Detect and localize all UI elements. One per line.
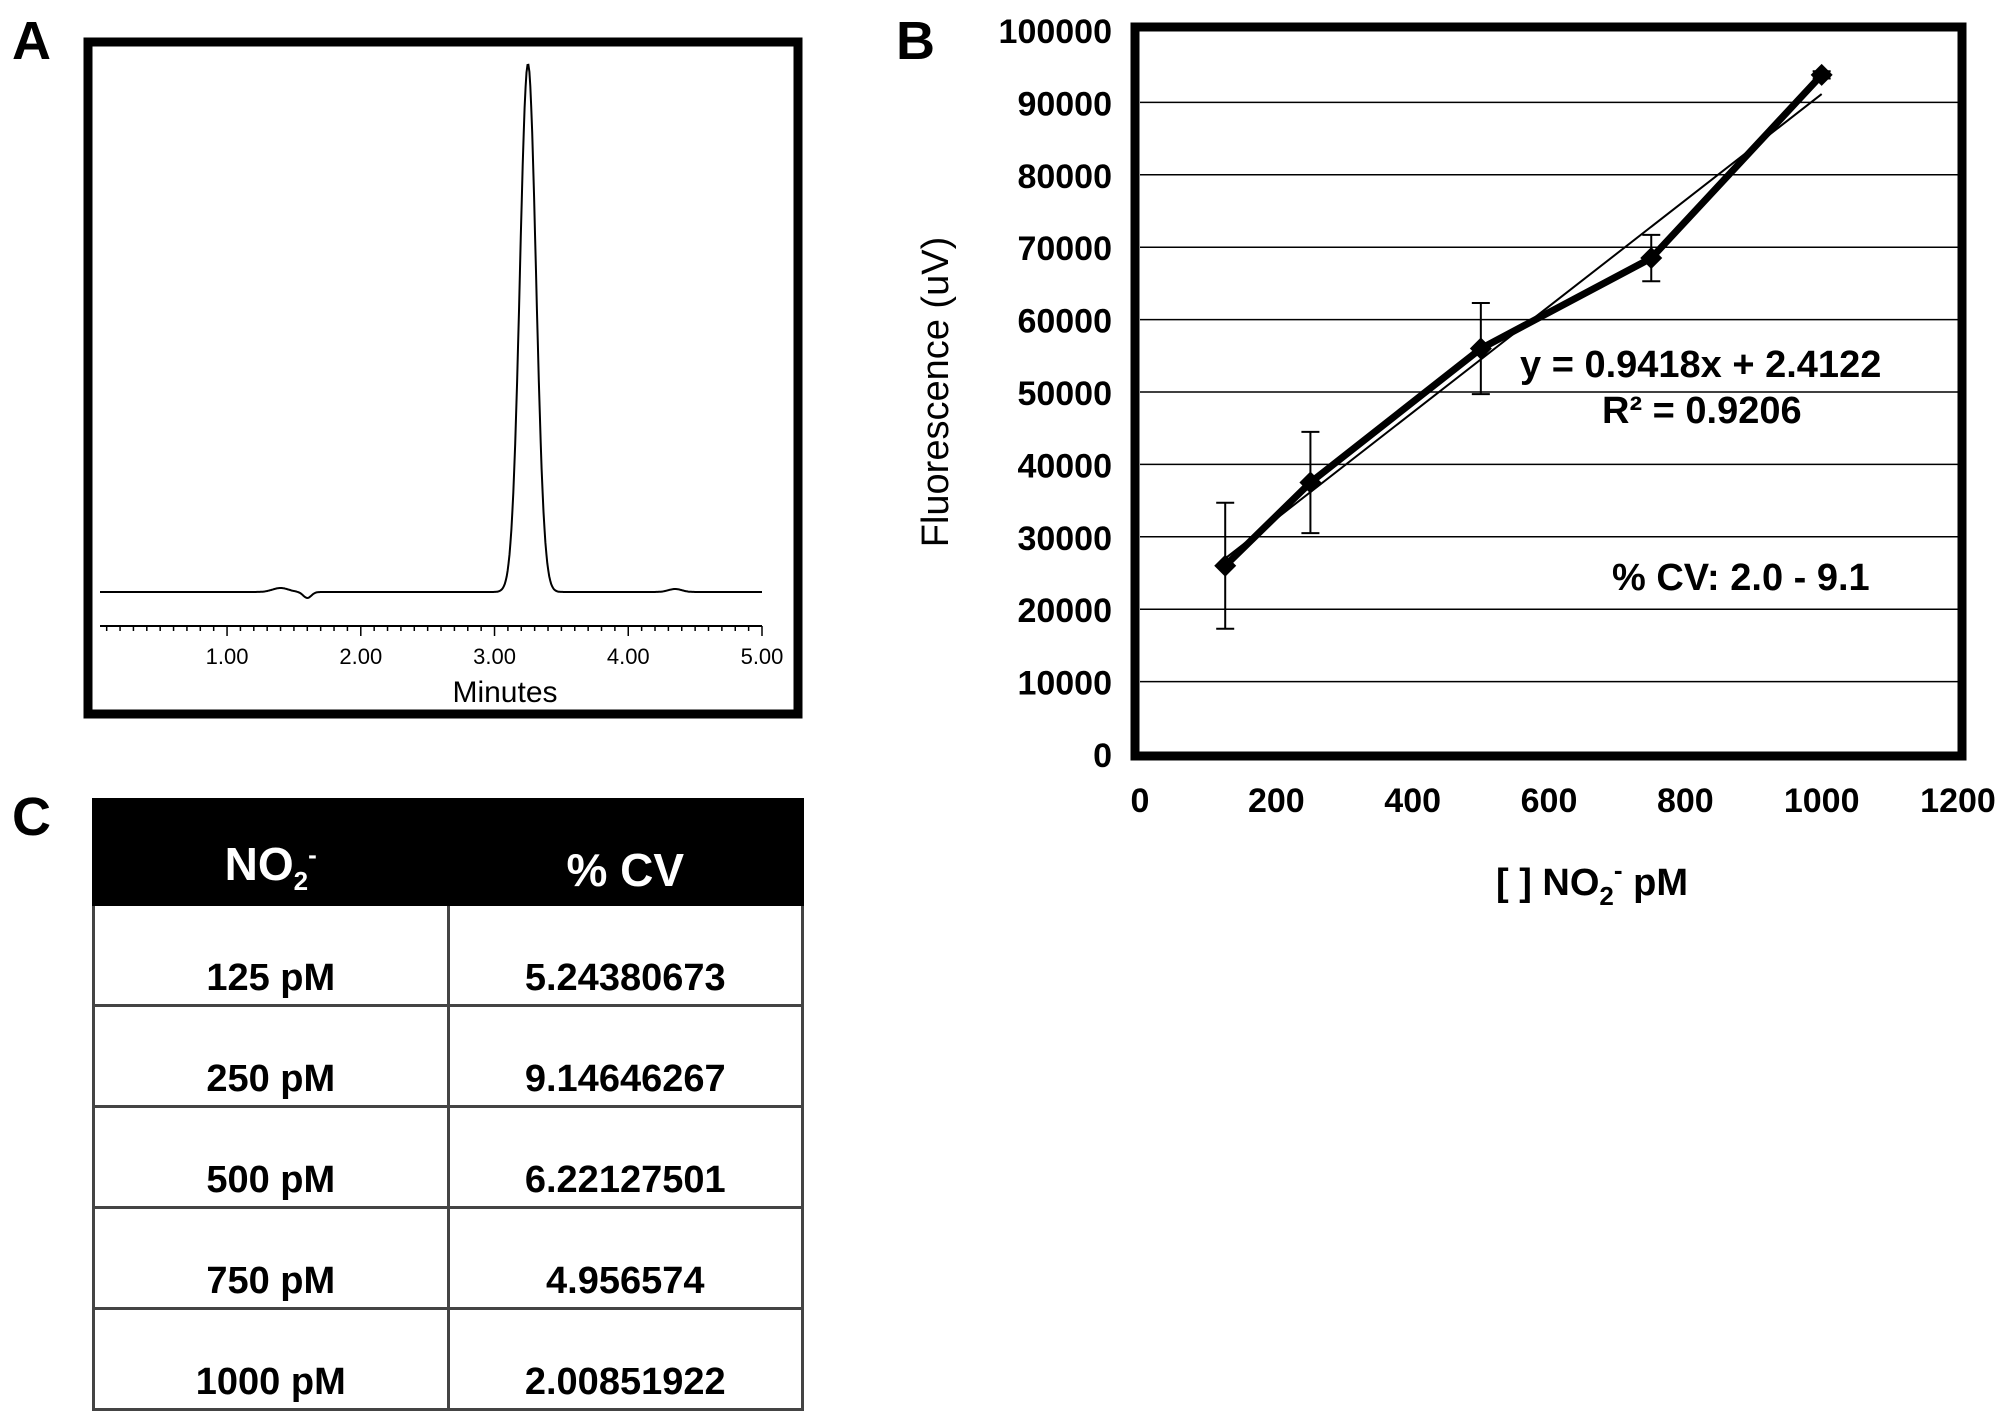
data-point: [1299, 471, 1322, 494]
chromatogram-ticks: [105, 626, 763, 636]
y-tick-label: 60000: [1017, 303, 1112, 341]
x-tick-label: 1000: [1784, 782, 1860, 820]
cell-conc: 750 pM: [92, 1206, 450, 1310]
chromatogram-tick-label: 5.00: [741, 644, 784, 669]
table-row: 500 pM 6.22127501: [92, 1105, 804, 1209]
chromatogram-tick-label: 3.00: [473, 644, 516, 669]
cv-table: NO2- % CV 125 pM 5.24380673 250 pM 9.14646…: [92, 798, 804, 1411]
x-label-pre: [ ] NO: [1496, 862, 1599, 904]
calibration-y-label: Fluorescence (uV): [915, 237, 957, 547]
data-point: [1810, 63, 1833, 86]
y-tick-label: 100000: [999, 13, 1112, 51]
r-squared-label: R² = 0.9206: [1602, 390, 1802, 432]
cell-conc: 125 pM: [92, 903, 450, 1007]
panel-label-b: B: [896, 11, 935, 71]
calibration-y-tick-labels: 0 10000 20000 30000 40000 50000 60000 70000 8000…: [999, 13, 1112, 775]
y-tick-label: 90000: [1017, 85, 1112, 123]
calibration-grid: [1140, 29, 1958, 755]
chromatogram-tick-labels: 1.00 2.00 3.00 4.00 5.00: [206, 644, 784, 669]
x-tick-label: 0: [1131, 782, 1150, 820]
y-tick-label: 20000: [1017, 592, 1112, 630]
calibration-x-tick-labels: 0 200 400 600 800 1000 1200: [1131, 782, 1996, 820]
cell-cv: 2.00851922: [446, 1307, 804, 1411]
table-row: 1000 pM 2.00851922: [92, 1307, 804, 1411]
data-point: [1640, 247, 1663, 270]
x-tick-label: 400: [1384, 782, 1441, 820]
cell-conc: 500 pM: [92, 1105, 450, 1209]
calibration-x-label: [ ] NO2- pM: [1496, 855, 1688, 911]
regression-equation: y = 0.9418x + 2.4122: [1520, 344, 1881, 386]
chromatogram-trace: [100, 63, 762, 600]
panel-label-a: A: [12, 11, 51, 71]
chromatogram-tick-label: 4.00: [607, 644, 650, 669]
cell-conc: 250 pM: [92, 1004, 450, 1108]
y-tick-label: 70000: [1017, 230, 1112, 268]
y-tick-label: 0: [1093, 737, 1112, 775]
chromatogram-chart: 1.00 2.00 3.00 4.00 5.00 Minutes: [83, 37, 803, 719]
table-header-row: NO2- % CV: [92, 798, 804, 906]
data-point: [1214, 554, 1237, 577]
y-tick-label: 50000: [1017, 375, 1112, 413]
x-label-post: pM: [1623, 862, 1688, 904]
table-row: 125 pM 5.24380673: [92, 903, 804, 1007]
chromatogram-tick-label: 1.00: [206, 644, 249, 669]
cell-cv: 4.956574: [446, 1206, 804, 1310]
cell-cv: 5.24380673: [446, 903, 804, 1007]
calibration-frame: [1130, 22, 1967, 761]
cell-cv: 6.22127501: [446, 1105, 804, 1209]
x-label-sup: -: [1614, 855, 1623, 885]
chromatogram-frame: [83, 37, 803, 719]
chromatogram-x-label: Minutes: [452, 676, 557, 709]
y-tick-label: 30000: [1017, 520, 1112, 558]
x-label-sub: 2: [1599, 881, 1613, 911]
x-tick-label: 800: [1657, 782, 1714, 820]
y-tick-label: 80000: [1017, 158, 1112, 196]
cell-conc: 1000 pM: [92, 1307, 450, 1411]
header-no2: NO2-: [92, 798, 450, 906]
cv-range-note: % CV: 2.0 - 9.1: [1612, 557, 1870, 599]
table-row: 750 pM 4.956574: [92, 1206, 804, 1310]
x-tick-label: 600: [1521, 782, 1578, 820]
calibration-chart: 0100002000030000400005000060000700008000…: [915, 13, 1996, 911]
x-tick-label: 200: [1248, 782, 1305, 820]
table-row: 250 pM 9.14646267: [92, 1004, 804, 1108]
y-tick-label: 40000: [1017, 447, 1112, 485]
header-cv: % CV: [446, 798, 804, 906]
x-tick-label: 1200: [1920, 782, 1996, 820]
data-points: [1214, 63, 1833, 577]
panel-label-c: C: [12, 787, 51, 847]
y-tick-label: 10000: [1017, 665, 1112, 703]
cell-cv: 9.14646267: [446, 1004, 804, 1108]
chromatogram-tick-label: 2.00: [339, 644, 382, 669]
data-point: [1469, 337, 1492, 360]
